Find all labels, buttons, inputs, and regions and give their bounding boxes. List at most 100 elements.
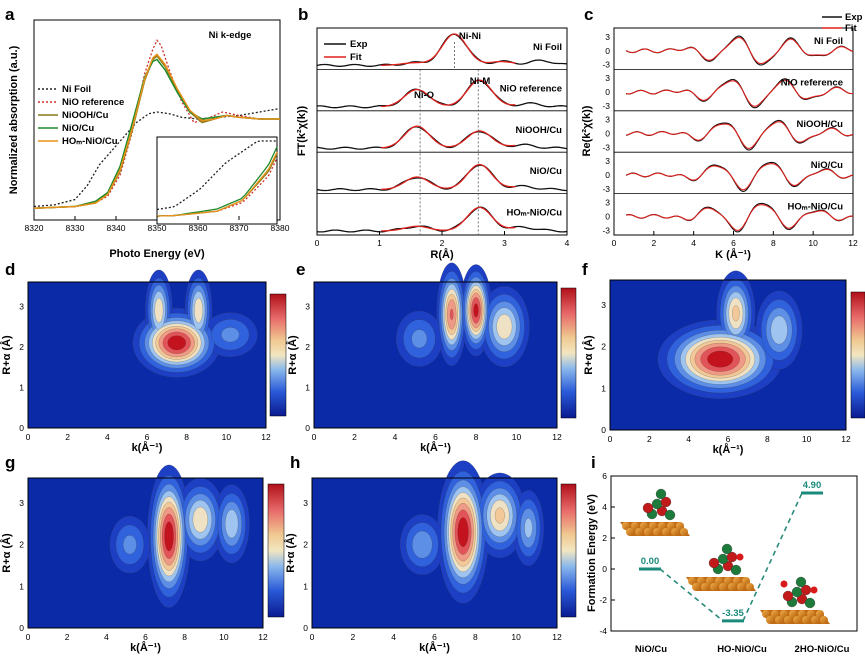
x-axis-label: k(Å⁻¹) <box>419 641 450 654</box>
inset-series-line-4 <box>156 151 278 217</box>
fit-line <box>625 163 854 191</box>
y-tick-label: 0 <box>303 623 308 633</box>
x-axis-label: k(Å⁻¹) <box>713 443 744 456</box>
x-tick-label: 12 <box>261 432 271 442</box>
y-ticks-i: -4 -2 0 2 4 6 <box>599 471 615 636</box>
y-axis-label: R+α (Å) <box>286 335 299 375</box>
x-tick-label: 8 <box>182 632 187 642</box>
x-tick-label: 0 <box>26 632 31 642</box>
y-tick-label: 1 <box>19 581 24 591</box>
y-tick-label: 0 <box>601 425 606 435</box>
heatmap-frame <box>609 279 847 431</box>
row-label: NiOOH/Cu <box>797 119 844 130</box>
0-tick-label: 8330 <box>66 223 85 233</box>
cu-atom <box>676 522 684 530</box>
fit-line <box>381 33 516 66</box>
1-tick-label: 4 <box>565 238 570 248</box>
colorbar <box>269 293 287 417</box>
cu-atom <box>793 616 801 624</box>
0-tick-label: 8320 <box>25 223 44 233</box>
cu-atom <box>653 528 661 536</box>
heatmap-contour-level-8 <box>167 335 186 351</box>
x-tick-label: 0 <box>310 632 315 642</box>
x-ticks-b: 0 1 2 3 4 <box>315 231 570 248</box>
energy-diagram: 0.00 -3.35 4.90 <box>620 480 830 624</box>
y-tick-label: 3 <box>303 498 308 508</box>
cu-atom <box>719 583 727 591</box>
x-tick-label: 4 <box>391 632 396 642</box>
x-tick-label: 4 <box>686 434 691 444</box>
y-tick-label: 0 <box>19 423 24 433</box>
x-tick-label: 4 <box>104 632 109 642</box>
heatmap-contour-level-2 <box>122 535 137 555</box>
y-tick-label: 2 <box>602 533 607 543</box>
series-line-0 <box>33 107 281 208</box>
cu-atom <box>771 610 779 618</box>
x-tick-label: 6 <box>433 432 438 442</box>
panel-a: a 8320 8330 8340 8350 8360 8370 8380 Ni k-edge… <box>5 5 290 260</box>
fit-line <box>381 125 516 149</box>
y-tick-label: 0 <box>605 46 610 56</box>
series-line-1 <box>33 39 280 209</box>
y-axis-label-a: Normalized absorption (a.u.) <box>8 45 20 194</box>
x-tick-label: 12 <box>258 632 268 642</box>
y-tick-label: 2 <box>303 540 308 550</box>
x-axis-label: k(Å⁻¹) <box>420 441 451 454</box>
x-tick-label: 12 <box>552 432 562 442</box>
x-tick-label: 6 <box>145 432 150 442</box>
heatmap-contour-level-2 <box>412 530 433 559</box>
fit-line <box>625 204 854 231</box>
x-tick-label: 6 <box>726 434 731 444</box>
exp-line <box>316 79 568 109</box>
cluster-atom <box>717 553 729 565</box>
panel-label-e: e <box>296 260 305 279</box>
panel-label-h: h <box>290 453 300 472</box>
0-tick-label: 8360 <box>189 223 208 233</box>
x-tick-label: 2 <box>352 432 357 442</box>
heatmap-contour-level-4 <box>192 506 208 533</box>
colorbar <box>267 483 285 618</box>
legend-entry: Fit <box>845 23 857 34</box>
row-label: NiO/Cu <box>811 160 843 171</box>
heatmap-contour-level-4 <box>496 314 513 340</box>
cu-atom <box>733 577 741 585</box>
panel-label-g: g <box>5 453 15 472</box>
x-tick-label: 10 <box>222 432 232 442</box>
x-tick-label: 2 <box>647 434 652 444</box>
chart-title-a: Ni k-edge <box>209 30 252 41</box>
x-tick-label: 0 <box>312 432 317 442</box>
row-label: Ni Foil <box>814 36 843 47</box>
fit-line <box>381 206 516 232</box>
cu-atom <box>715 577 723 585</box>
energy-path <box>659 568 724 622</box>
y-tick-label: 3 <box>605 156 610 166</box>
cu-atom <box>622 522 630 530</box>
y-tick-label: 3 <box>605 115 610 125</box>
y-tick-label: 3 <box>605 32 610 42</box>
hydroxyl-atom <box>810 586 818 594</box>
y-axis-label-c: Re(k²χ(k)) <box>581 105 593 156</box>
row-label: HOₘ-NiO/Cu <box>787 202 843 213</box>
panel-b: b Ni Foil NiO reference NiOOH/Cu NiO/Cu HOₘ-… <box>296 5 570 261</box>
cu-atom <box>811 616 819 624</box>
y-tick-label: 0 <box>605 170 610 180</box>
fit-line <box>625 37 854 65</box>
category-label: HO-NiO/Cu <box>717 644 767 655</box>
x-axis-label: k(Å⁻¹) <box>132 441 163 454</box>
fit-line <box>381 163 516 191</box>
cu-atom <box>784 616 792 624</box>
x-tick-label: 12 <box>841 434 851 444</box>
x-ticks-a: 8320 8330 8340 8350 8360 8370 8380 <box>25 216 290 233</box>
cu-atom <box>746 583 754 591</box>
cluster-atom <box>730 564 742 576</box>
cu-atom <box>737 583 745 591</box>
1-tick-label: 0 <box>315 238 320 248</box>
annotation-ni-ni: Ni-Ni <box>459 31 481 42</box>
cu-atom <box>742 577 750 585</box>
cu-atom <box>775 616 783 624</box>
y-tick-label: 6 <box>602 471 607 481</box>
x-tick-label: 2 <box>65 632 70 642</box>
